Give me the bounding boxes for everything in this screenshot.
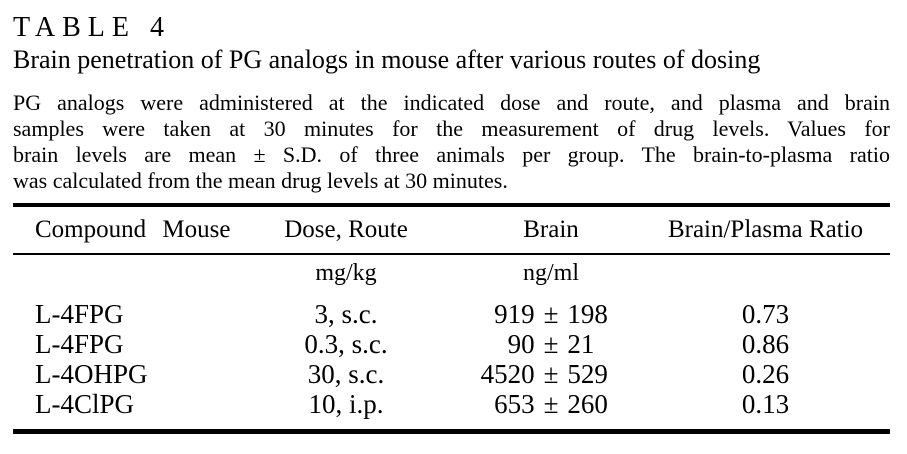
column-header-brain: Brain [523,216,579,243]
table-description: PG analogs were administered at the indi… [13,90,890,194]
units-row: mg/kg ng/ml [13,255,890,299]
brain-mean: 919 [494,299,535,329]
ratio-cell: 0.86 [741,329,790,359]
description-line: brain levels are mean ± S.D. of three an… [13,142,890,167]
description-line: PG analogs were administered at the indi… [13,90,890,115]
brain-sd: 260 [567,389,608,419]
table-header-row: Compound Mouse Dose, Route Brain Brain/P… [13,207,890,253]
brain-mean: 653 [494,389,535,419]
table-bottom-rule [13,429,890,434]
brain-mean: 4520 [480,359,535,389]
brain-cell: 653 ± 260 [461,389,641,419]
brain-mean: 90 [507,329,535,359]
ratio-cell: 0.13 [741,389,790,419]
ratio-cell: 0.73 [741,299,790,329]
dose-route-cell: 10, i.p. [308,389,384,419]
column-header-dose-route: Dose, Route [284,216,408,243]
compound-cell: L-4OHPG [35,359,148,389]
brain-sd: 21 [567,329,595,359]
table-row: L-4OHPG 30, s.c. 4520 ± 529 0.26 [13,359,890,389]
table-title: Brain penetration of PG analogs in mouse… [13,45,761,74]
compound-cell: L-4ClPG [35,389,135,419]
dose-route-cell: 0.3, s.c. [304,329,388,359]
unit-dose: mg/kg [315,260,377,286]
unit-brain: ng/ml [522,260,579,286]
description-line: was calculated from the mean drug levels… [13,168,508,193]
table-top-rule [13,203,890,207]
plus-minus-sign: ± [543,329,559,359]
plus-minus-sign: ± [543,299,559,329]
ratio-cell: 0.26 [741,359,790,389]
paper-table-page: TABLE 4 Brain penetration of PG analogs … [13,12,893,434]
compound-cell: L-4FPG [35,299,124,329]
description-line: samples were taken at 30 minutes for the… [13,116,890,141]
table-row: L-4FPG 0.3, s.c. 90 ± 21 0.86 [13,329,890,359]
table-row: L-4FPG 3, s.c. 919 ± 198 0.73 [13,299,890,329]
plus-minus-sign: ± [543,389,559,419]
brain-sd: 198 [567,299,608,329]
compound-cell: L-4FPG [35,329,124,359]
brain-cell: 90 ± 21 [461,329,641,359]
table-row: L-4ClPG 10, i.p. 653 ± 260 0.13 [13,389,890,419]
table-body: L-4FPG 3, s.c. 919 ± 198 0.73 L-4FPG 0.3… [13,299,893,419]
brain-sd: 529 [567,359,608,389]
table-label: TABLE 4 [13,12,171,43]
brain-cell: 919 ± 198 [461,299,641,329]
dose-route-cell: 3, s.c. [314,299,378,329]
plus-minus-sign: ± [543,359,559,389]
brain-cell: 4520 ± 529 [461,359,641,389]
dose-route-cell: 30, s.c. [307,359,385,389]
column-header-compound: Compound Mouse [35,216,231,243]
column-header-brain-plasma-ratio: Brain/Plasma Ratio [667,216,864,243]
header-divider-rule [13,253,890,255]
